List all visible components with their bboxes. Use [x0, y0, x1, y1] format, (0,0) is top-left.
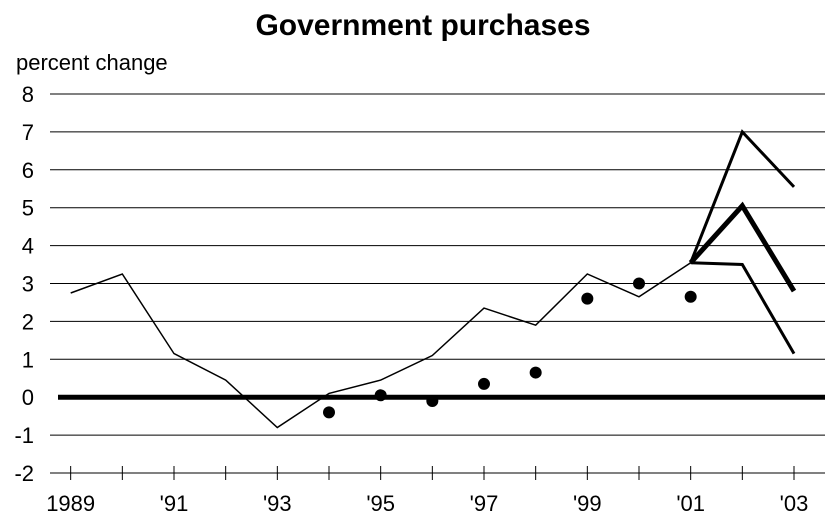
data-point [323, 406, 335, 419]
y-tick-labels: -2 -1 0 1 2 3 4 5 6 7 8 [14, 82, 34, 486]
x-tick-label: 1989 [46, 491, 95, 516]
x-tick-label: '97 [470, 491, 499, 516]
y-tick-label: -2 [14, 461, 34, 486]
y-tick-label: 5 [22, 196, 34, 221]
series-line-upper-band [689, 129, 796, 264]
data-point [426, 394, 439, 407]
series-line-lower-band [690, 261, 796, 355]
y-tick-label: 4 [22, 234, 34, 259]
chart-title: Government purchases [255, 9, 590, 42]
data-point [478, 377, 490, 390]
data-point [529, 366, 542, 379]
x-tick-label: '99 [573, 491, 602, 516]
x-tick-label: '03 [780, 491, 809, 516]
series-layer [70, 129, 797, 429]
x-tick-label: '01 [676, 491, 705, 516]
data-point [684, 290, 697, 303]
y-tick-label: -1 [14, 423, 34, 448]
y-tick-label: 6 [22, 158, 34, 183]
y-tick-label: 0 [22, 385, 34, 410]
x-tick-label: '91 [160, 491, 189, 516]
x-tick-label: '95 [366, 491, 395, 516]
gridlines [50, 93, 825, 436]
x-axis: 1989 '91 '93 '95 '97 '99 '01 '03 [46, 466, 825, 516]
y-tick-label: 7 [22, 120, 34, 145]
series-line-thin-line [70, 262, 692, 429]
series-line-central-forecast [688, 201, 797, 293]
y-axis-label: percent change [16, 50, 168, 75]
y-tick-label: 1 [22, 347, 34, 372]
y-tick-label: 8 [22, 82, 34, 107]
data-point [633, 277, 645, 290]
y-tick-label: 2 [22, 309, 34, 334]
data-point [374, 389, 387, 402]
data-point [581, 292, 594, 305]
x-tick-label: '93 [263, 491, 292, 516]
y-tick-label: 3 [22, 272, 34, 297]
